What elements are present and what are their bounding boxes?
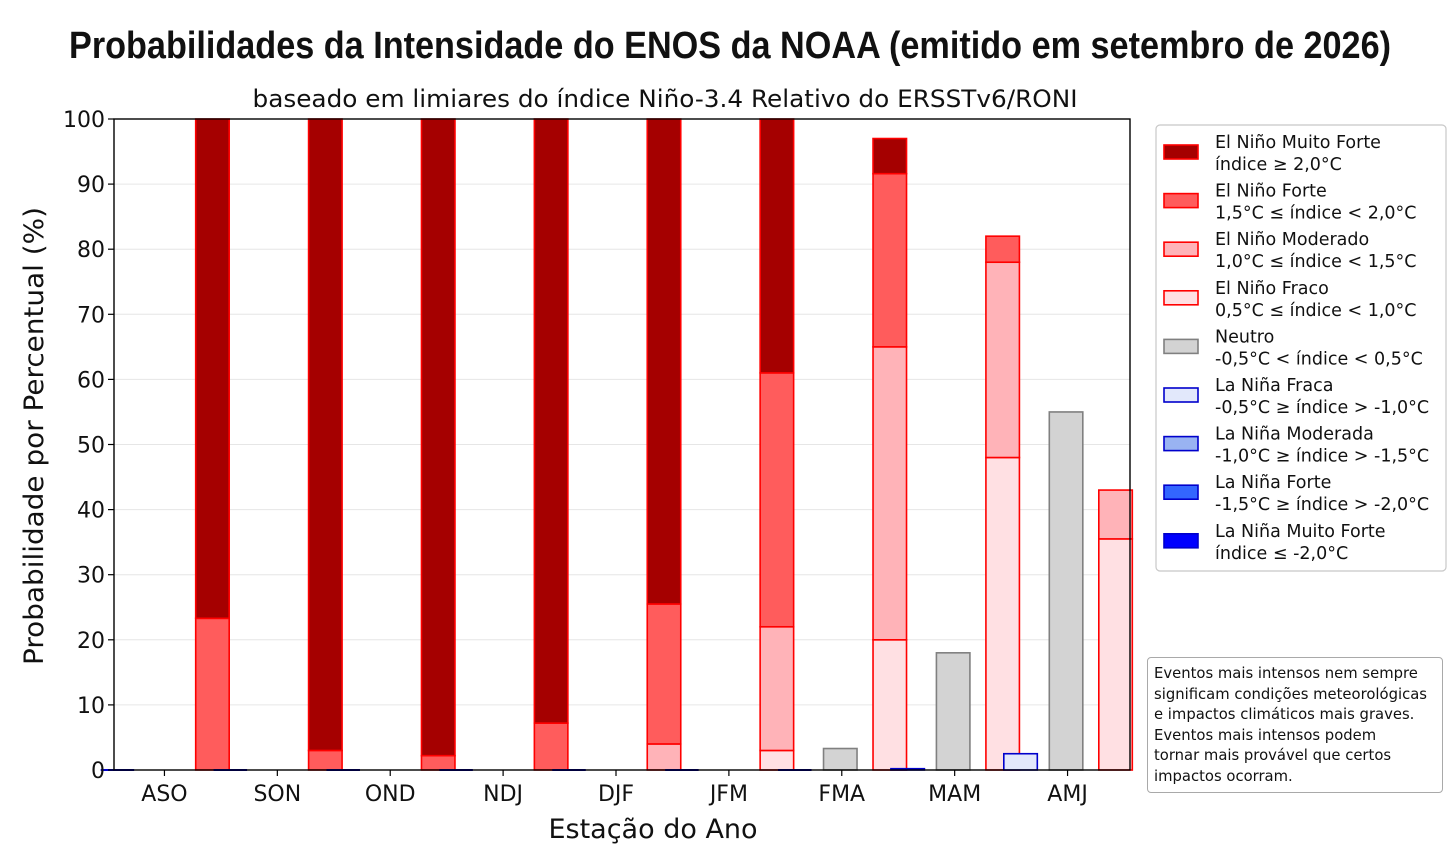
legend-series-range: -0,5°C < índice < 0,5°C: [1215, 349, 1423, 369]
bar-segment: [307, 749, 343, 771]
legend-swatch: [1163, 532, 1199, 549]
legend-series-name: El Niño Muito Forte: [1215, 133, 1381, 153]
note-line: Eventos mais intensos nem sempre: [1154, 665, 1418, 682]
legend-series-range: 1,5°C ≤ índice < 2,0°C: [1215, 204, 1417, 224]
bar-segment: [420, 118, 456, 757]
legend-series-range: 0,5°C ≤ índice < 1,0°C: [1215, 301, 1417, 321]
legend-series-range: 1,0°C ≤ índice < 1,5°C: [1215, 252, 1417, 272]
legend-series-name: La Niña Muito Forte: [1215, 522, 1386, 542]
bar-segment: [420, 754, 456, 771]
legend-series-range: -0,5°C ≥ índice > -1,0°C: [1215, 398, 1429, 418]
bar-segment: [985, 235, 1021, 264]
note-line: significam condições meteorológicas: [1154, 685, 1427, 703]
y-tick-label: 70: [77, 303, 105, 328]
legend-swatch: [1163, 241, 1199, 257]
legend-swatch: [1163, 484, 1199, 501]
y-tick-label: 30: [77, 564, 105, 589]
legend-swatch: [1163, 387, 1199, 403]
bar-segment: [935, 652, 971, 771]
bar-segment: [759, 749, 795, 771]
bar-segment: [872, 638, 908, 771]
bar-segment: [872, 346, 908, 641]
bar-segment: [759, 372, 795, 628]
legend-swatch: [1163, 289, 1199, 306]
y-axis-label: Probabilidade por Percentual (%): [19, 207, 50, 665]
bar-segment: [1003, 752, 1039, 771]
legend-series-name: La Niña Forte: [1215, 473, 1331, 493]
note-line: e impactos climáticos mais graves.: [1154, 706, 1415, 723]
y-tick-label: 100: [63, 108, 105, 133]
y-axis-ticks: 0 10 20 30 40 50 60 70 80 90 100: [63, 108, 114, 784]
legend-swatch: [1163, 192, 1199, 209]
x-tick-label: OND: [365, 782, 416, 807]
legend-series-name: El Niño Forte: [1215, 182, 1327, 202]
legend-series-name: Neutro: [1215, 327, 1274, 347]
bar-segment: [1048, 411, 1084, 771]
disclaimer-note: Eventos mais intensos nem sempre signifi…: [1147, 657, 1443, 793]
legend-swatch: [1163, 338, 1199, 355]
x-tick-label: FMA: [818, 782, 865, 807]
x-axis-ticks: ASO SON OND NDJ DJF JFM FMA MAM AMJ: [141, 770, 1088, 807]
legend-swatch: [1163, 144, 1199, 160]
y-tick-label: 60: [77, 368, 105, 393]
x-tick-label: DJF: [598, 782, 634, 807]
legend-series-name: La Niña Fraca: [1215, 376, 1333, 396]
y-tick-label: 90: [77, 173, 105, 198]
bar-segment: [759, 625, 795, 752]
legend-series-name: La Niña Moderada: [1215, 425, 1374, 445]
legend-frame: [1155, 124, 1447, 572]
bar-segment: [1098, 538, 1134, 771]
bar-segment: [822, 747, 858, 771]
chart-title: Probabilidades da Intensidade do ENOS da…: [69, 25, 1391, 67]
bar-segment: [533, 722, 569, 771]
chart-subtitle: baseado em limiares do índice Niño-3.4 R…: [253, 85, 1078, 113]
y-tick-label: 50: [77, 434, 105, 459]
note-line: Eventos mais intensos podem: [1154, 726, 1377, 744]
bar-segment: [759, 118, 795, 374]
bar-segment: [985, 261, 1021, 459]
legend-series-range: índice ≤ -2,0°C: [1215, 544, 1348, 564]
legend-series-name: El Niño Fraco: [1215, 279, 1329, 299]
bar-segment: [1098, 489, 1134, 540]
bar-segment: [533, 118, 569, 724]
bar-segment: [646, 603, 682, 745]
bar-segment: [194, 118, 230, 620]
bar-segment: [194, 617, 230, 771]
bar-segment: [646, 118, 682, 605]
y-tick-label: 40: [77, 499, 105, 524]
bar-segment: [872, 137, 908, 175]
grid-lines: [114, 183, 1130, 706]
x-tick-label: AMJ: [1047, 782, 1088, 807]
note-line: tornar mais provável que certos: [1154, 747, 1392, 764]
y-tick-label: 10: [77, 694, 105, 719]
bar-segment: [307, 118, 343, 752]
x-tick-label: SON: [253, 782, 301, 807]
y-tick-label: 0: [91, 759, 105, 784]
bar-segment: [646, 743, 682, 771]
legend-swatch: [1163, 435, 1199, 452]
legend-series-range: -1,0°C ≥ índice > -1,5°C: [1215, 447, 1429, 467]
x-tick-label: ASO: [141, 782, 187, 807]
bar-segment: [985, 456, 1021, 771]
bars-layer: [100, 118, 1134, 771]
bar-segment: [872, 172, 908, 348]
legend-series-range: -1,5°C ≥ índice > -2,0°C: [1215, 495, 1429, 515]
legend-series-range: índice ≥ 2,0°C: [1215, 155, 1342, 175]
x-tick-label: NDJ: [483, 782, 523, 807]
legend-series-name: El Niño Moderado: [1215, 230, 1369, 250]
note-line: impactos ocorram.: [1154, 767, 1293, 785]
y-tick-label: 80: [77, 238, 105, 263]
x-axis-label: Estação do Ano: [548, 814, 757, 845]
x-tick-label: JFM: [708, 782, 748, 807]
x-tick-label: MAM: [928, 782, 981, 807]
y-tick-label: 20: [77, 629, 105, 654]
